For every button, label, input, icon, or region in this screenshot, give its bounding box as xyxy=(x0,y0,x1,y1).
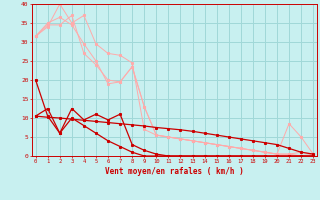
X-axis label: Vent moyen/en rafales ( km/h ): Vent moyen/en rafales ( km/h ) xyxy=(105,167,244,176)
